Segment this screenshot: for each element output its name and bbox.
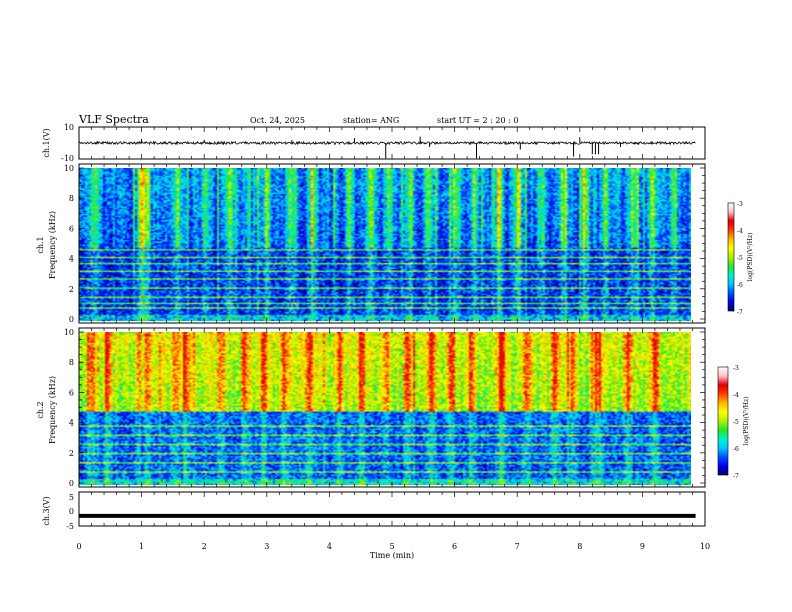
ch1-spectrogram-panel: ch.1 Frequency (kHz): [36, 163, 706, 324]
figure-title: VLF Spectra: [78, 113, 149, 126]
time-axis: 0 1 2 3 4 5 6 7 8 9 10 Time (min): [76, 542, 710, 560]
xtick-label: 0: [76, 542, 81, 551]
xtick-label: 1: [139, 542, 144, 551]
ch2-spectrogram-ylabel: Frequency (kHz): [48, 376, 57, 444]
ch1-colorbar-scale: [727, 202, 735, 312]
xtick-label: 10: [700, 542, 710, 551]
ch2-cbar-tick: -6: [733, 446, 739, 453]
ch2-cbar-label: log(PSD)(V²/Hz): [743, 397, 750, 446]
ch1-spectrogram-ylabel: Frequency (kHz): [48, 211, 57, 279]
ch1-spectrogram-title: ch.1: [36, 236, 45, 253]
ch3-ytick-top: 5: [69, 493, 74, 502]
ch3-ytick-bottom: -5: [66, 522, 74, 531]
spectrogram-ytick-label: 0: [69, 315, 74, 324]
spectrogram-ytick-label: 10: [64, 328, 74, 337]
xtick-label: 7: [515, 542, 520, 551]
ch2-cbar-tick: -3: [733, 365, 739, 372]
ch1-ytick-bottom: -10: [61, 154, 74, 163]
spectrogram-ytick-label: 6: [69, 224, 74, 233]
xaxis-label: Time (min): [370, 551, 414, 560]
station-label: station= ANG: [343, 116, 399, 125]
spectrogram-ytick-label: 8: [69, 358, 74, 367]
ch2-colorbar: -3 -4 -5 -6 -7 log(PSD)(V²/Hz): [717, 365, 750, 480]
ch2-spectrogram-panel: ch.2 Frequency (kHz): [36, 327, 706, 488]
spectrogram-ytick-label: 10: [64, 164, 74, 173]
date-label: Oct. 24, 2025: [250, 116, 305, 125]
ch1-cbar-tick: -3: [737, 201, 743, 208]
ch1-cbar-tick: -4: [737, 228, 743, 235]
ch1-cbar-label: log(PSD)(V²/Hz): [747, 233, 754, 282]
ch3-ytick-mid: 0: [69, 507, 74, 516]
spectrogram-ytick-label: 2: [69, 449, 74, 458]
ch2-colorbar-scale: [717, 366, 729, 476]
ch2-spectrogram-image: [79, 332, 691, 485]
ch2-cbar-tick: -4: [733, 392, 739, 399]
spectrogram-ytick-label: 6: [69, 388, 74, 397]
spectrogram-ytick-label: 8: [69, 194, 74, 203]
start-time-label: start UT = 2 : 20 : 0: [437, 116, 518, 125]
ch3-ylabel: ch.3(V): [42, 496, 51, 525]
ch3-frame: [78, 491, 706, 527]
ch1-trace-line: [79, 140, 696, 146]
xtick-label: 4: [327, 542, 332, 551]
xtick-label: 5: [389, 542, 394, 551]
spectrogram-ytick-label: 4: [69, 255, 74, 264]
ch2-cbar-tick: -5: [733, 419, 739, 426]
ch1-spectrogram-image: [79, 168, 691, 321]
ch1-ytick-top: 10: [64, 123, 74, 132]
ch1-ylabel: ch.1(V): [42, 128, 51, 157]
xtick-label: 8: [577, 542, 582, 551]
ch1-cbar-tick: -6: [737, 282, 743, 289]
spectrogram-ytick-label: 4: [69, 419, 74, 428]
xtick-label: 9: [640, 542, 645, 551]
xtick-label: 3: [264, 542, 269, 551]
ch2-cbar-tick: -7: [733, 473, 739, 480]
xtick-label: 6: [452, 542, 457, 551]
ch1-cbar-tick: -5: [737, 255, 743, 262]
ch2-spectrogram-title: ch.2: [36, 401, 45, 418]
spectrogram-ytick-label: 0: [69, 479, 74, 488]
xtick-label: 2: [202, 542, 207, 551]
ch1-colorbar: -3 -4 -5 -6 -7 log(PSD)(V²/Hz): [727, 201, 754, 316]
spectrogram-ytick-label: 2: [69, 285, 74, 294]
ch1-cbar-tick: -7: [737, 309, 743, 316]
